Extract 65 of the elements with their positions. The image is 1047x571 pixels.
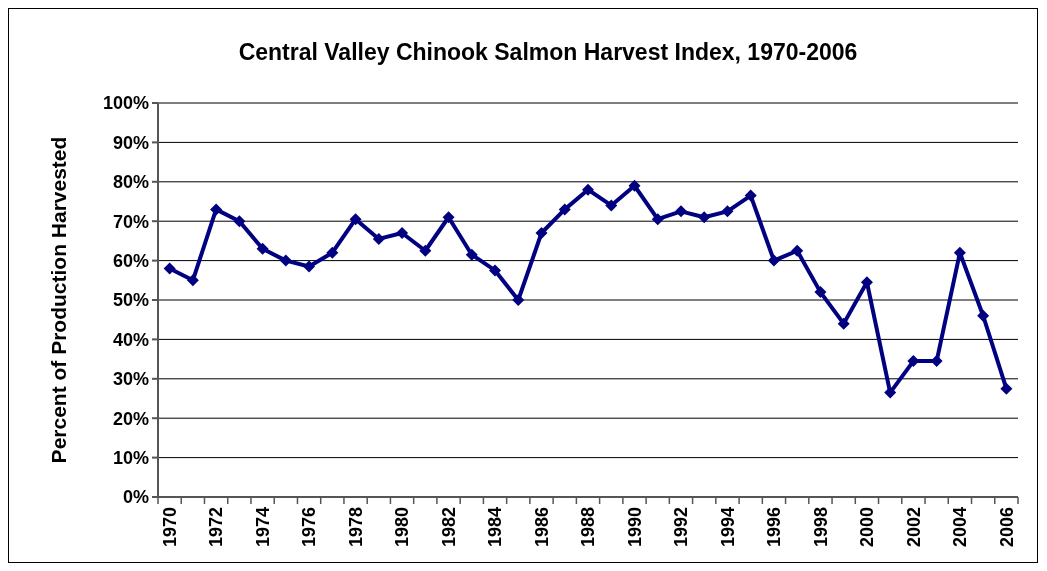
x-tick-label: 1996 (764, 507, 785, 548)
x-tick-label: 2002 (903, 507, 924, 548)
y-tick-label: 0% (122, 487, 149, 508)
point (419, 244, 432, 257)
x-tick-label: 1990 (624, 507, 645, 548)
point (837, 317, 850, 330)
x-tick-label: 1972 (206, 507, 227, 548)
point (698, 211, 711, 224)
point (884, 386, 897, 399)
chart-title: Central Valley Chinook Salmon Harvest Index, 1970-2006 (238, 39, 858, 65)
x-tick-label: 1974 (252, 507, 273, 548)
x-tick-label: 2000 (857, 507, 878, 548)
point (163, 262, 176, 275)
point (605, 199, 618, 212)
y-tick-label: 60% (112, 250, 149, 271)
point (977, 309, 990, 322)
point (651, 213, 664, 226)
y-tick-label: 40% (112, 329, 149, 350)
point (744, 189, 757, 202)
point (628, 179, 641, 192)
y-tick-label: 50% (112, 290, 149, 311)
point (233, 215, 246, 228)
point (721, 205, 734, 218)
y-tick-label: 20% (112, 408, 149, 429)
x-tick-label: 1984 (485, 507, 506, 548)
y-tick-label: 30% (112, 369, 149, 390)
point (186, 274, 199, 287)
x-tick-label: 2004 (950, 507, 971, 548)
point (303, 260, 316, 273)
point (442, 211, 455, 224)
point (814, 286, 827, 299)
point (489, 264, 502, 277)
point (396, 227, 409, 240)
point (465, 248, 478, 261)
point (791, 244, 804, 257)
y-tick-label: 80% (112, 172, 149, 193)
point (279, 254, 292, 267)
point (767, 254, 780, 267)
x-tick-label: 1970 (159, 507, 180, 548)
x-tick-label: 1976 (299, 507, 320, 548)
x-tick-label: 1992 (671, 507, 692, 548)
x-tick-label: 1980 (392, 507, 413, 548)
x-tick-label: 1978 (345, 507, 366, 548)
x-tick-label: 1998 (810, 507, 831, 548)
point (210, 203, 223, 216)
point (1000, 382, 1013, 395)
x-tick-label: 1988 (578, 507, 599, 548)
y-tick-label: 70% (112, 211, 149, 232)
y-tick-label: 100% (102, 93, 149, 114)
y-axis-title: Percent of Production Harvested (47, 136, 70, 464)
point (326, 246, 339, 259)
y-tick-label: 10% (112, 447, 149, 468)
x-tick-label: 1982 (438, 507, 459, 548)
point (256, 242, 269, 255)
point (582, 183, 594, 196)
x-tick-label: 2006 (996, 507, 1017, 548)
point (674, 205, 687, 218)
point (535, 227, 548, 240)
point (512, 294, 525, 306)
point (349, 213, 362, 226)
point (558, 203, 571, 216)
x-tick-label: 1986 (531, 507, 552, 548)
x-tick-label: 1994 (717, 507, 738, 548)
point (372, 232, 385, 245)
y-tick-label: 90% (112, 132, 149, 153)
